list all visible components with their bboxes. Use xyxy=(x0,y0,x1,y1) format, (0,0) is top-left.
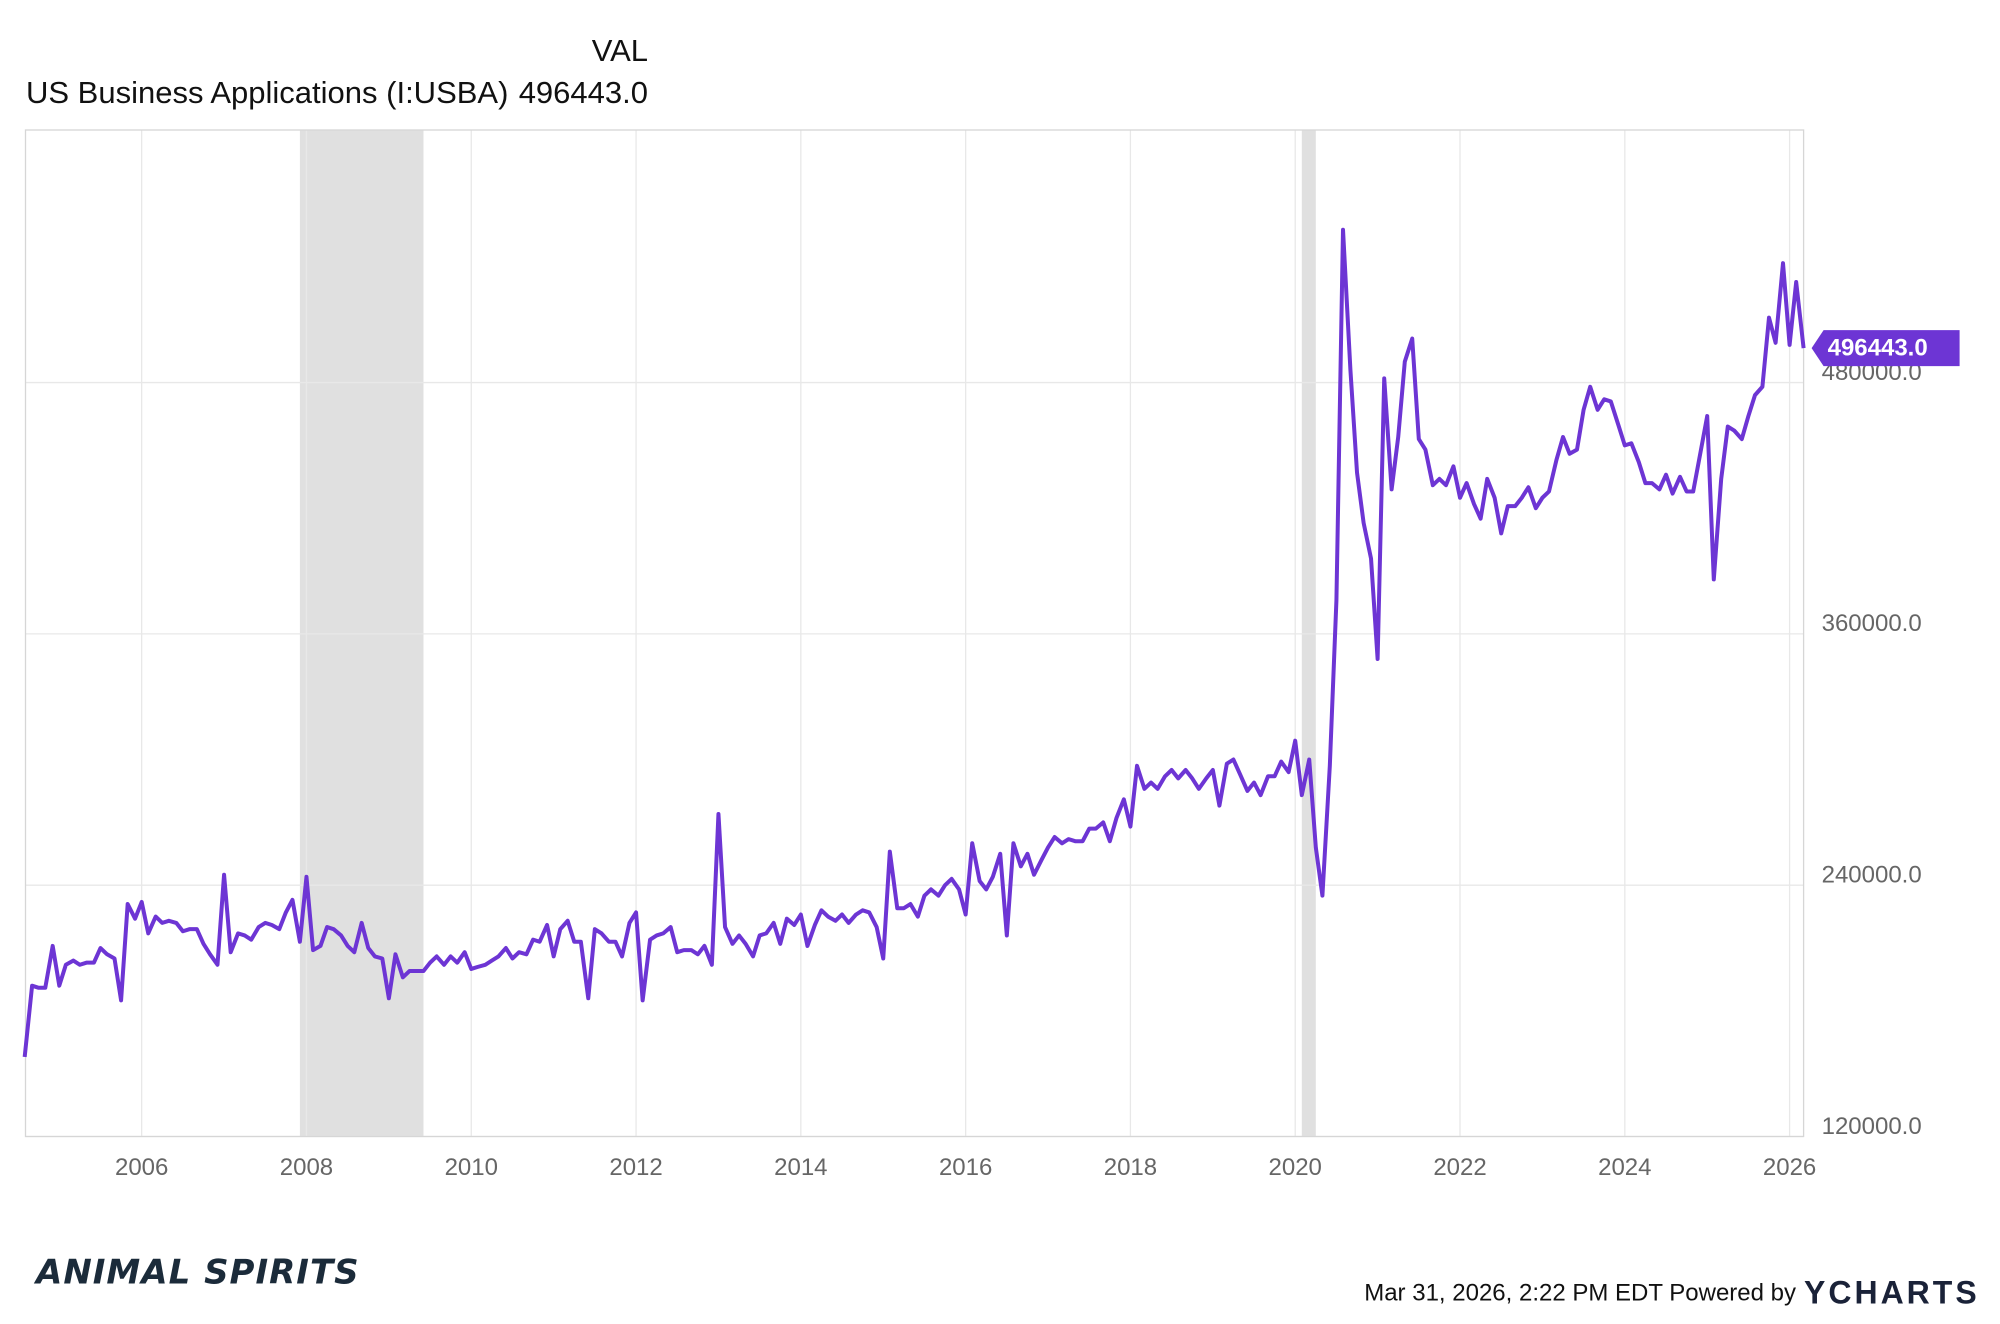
logo: ANIMAL SPIRITS xyxy=(33,1253,360,1293)
y-tick-label: 240000.0 xyxy=(1822,862,1922,889)
last-value-label: 496443.0 xyxy=(1828,334,1928,361)
plot-frame xyxy=(24,129,1805,1138)
x-tick-label: 2026 xyxy=(1763,1154,1816,1181)
y-tick-label: 120000.0 xyxy=(1822,1113,1922,1140)
series-name: US Business Applications (I:USBA) xyxy=(26,75,508,110)
x-tick-label: 2018 xyxy=(1104,1154,1157,1181)
x-tick-label: 2020 xyxy=(1269,1154,1322,1181)
series-line xyxy=(22,227,1806,1058)
x-tick-label: 2008 xyxy=(280,1154,333,1181)
x-tick-label: 2012 xyxy=(609,1154,662,1181)
y-tick-label: 360000.0 xyxy=(1822,610,1922,637)
series-value: 496443.0 xyxy=(519,75,648,110)
x-tick-label: 2006 xyxy=(115,1154,168,1181)
last-value-flag xyxy=(1811,330,1960,367)
footer: Mar 31, 2026, 2:22 PM EDT Powered by xyxy=(1364,1279,1796,1306)
column-header: VAL xyxy=(592,33,648,68)
x-tick-label: 2024 xyxy=(1598,1154,1651,1181)
x-tick-label: 2014 xyxy=(774,1154,827,1181)
x-tick-label: 2022 xyxy=(1433,1154,1486,1181)
x-tick-label: 2016 xyxy=(939,1154,992,1181)
x-tick-label: 2010 xyxy=(445,1154,498,1181)
brand: YCHARTS xyxy=(1804,1274,1980,1310)
